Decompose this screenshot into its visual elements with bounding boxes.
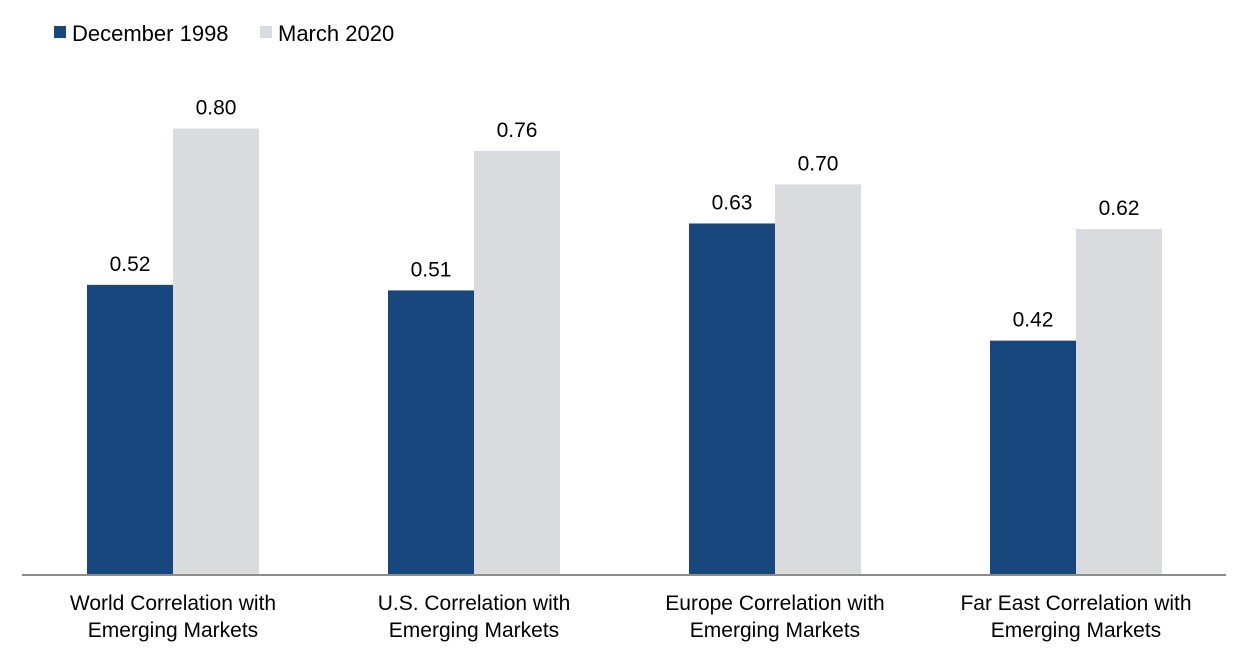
value-label-s0-c2: 0.63	[712, 191, 753, 214]
category-label-0-line-0: World Correlation with	[70, 592, 276, 615]
category-label-0-line-1: Emerging Markets	[88, 619, 258, 642]
category-label-2-line-0: Europe Correlation with	[665, 592, 884, 615]
category-label-1-line-1: Emerging Markets	[389, 619, 559, 642]
bar-s0-c1	[388, 290, 474, 575]
category-label-3-line-0: Far East Correlation with	[960, 592, 1191, 615]
value-label-s1-c2: 0.70	[798, 152, 839, 175]
bars-group	[87, 128, 1162, 576]
bar-s0-c3	[990, 340, 1076, 575]
category-label-2-line-1: Emerging Markets	[690, 619, 860, 642]
legend-label-march-2020: March 2020	[278, 21, 394, 46]
bar-s1-c0	[173, 128, 259, 575]
category-label-3-line-1: Emerging Markets	[991, 619, 1161, 642]
legend-label-december-1998: December 1998	[72, 21, 229, 46]
bar-s1-c1	[474, 150, 560, 576]
value-label-s0-c3: 0.42	[1013, 309, 1054, 332]
category-label-1-line-0: U.S. Correlation with	[378, 592, 571, 615]
bar-s0-c2	[689, 223, 775, 575]
value-label-s0-c0: 0.52	[110, 253, 151, 276]
value-labels-group: 0.52 0.80 0.51 0.76 0.63 0.70 0.42 0.62	[110, 97, 1140, 332]
bar-s1-c3	[1076, 229, 1162, 576]
bar-s1-c2	[775, 184, 861, 575]
value-label-s1-c3: 0.62	[1099, 197, 1140, 220]
value-label-s1-c1: 0.76	[497, 119, 538, 142]
value-label-s1-c0: 0.80	[196, 97, 237, 120]
category-labels-group: World Correlation with Emerging Markets U.…	[70, 592, 1192, 642]
legend: December 1998 March 2020	[54, 21, 394, 46]
legend-swatch-december-1998	[54, 26, 66, 38]
bar-s0-c0	[87, 284, 173, 575]
legend-swatch-march-2020	[260, 26, 272, 38]
value-label-s0-c1: 0.51	[411, 258, 452, 281]
